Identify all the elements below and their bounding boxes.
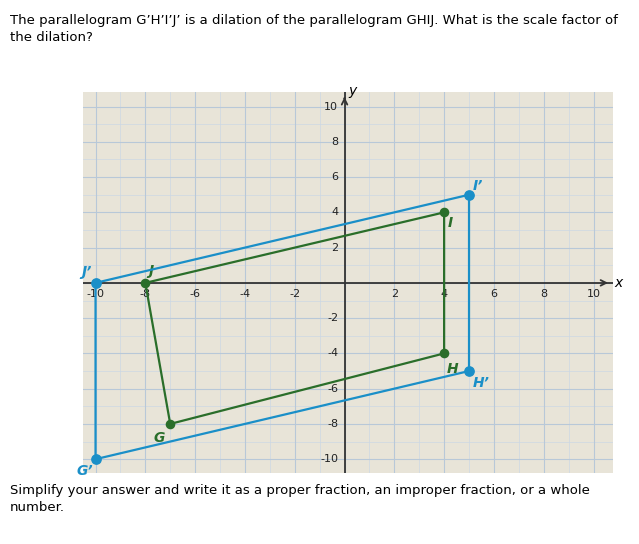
Text: 6: 6	[331, 172, 338, 182]
Text: -6: -6	[327, 384, 338, 394]
Point	[140, 279, 150, 287]
Point	[165, 419, 175, 428]
Text: I’: I’	[473, 179, 483, 193]
Text: y: y	[348, 84, 357, 98]
Text: H: H	[447, 362, 458, 376]
Point	[439, 349, 449, 358]
Text: -8: -8	[140, 289, 151, 299]
Text: G’: G’	[77, 465, 93, 479]
Text: I: I	[448, 216, 453, 230]
Text: Simplify your answer and write it as a proper fraction, an improper fraction, or: Simplify your answer and write it as a p…	[10, 484, 589, 514]
Text: -4: -4	[240, 289, 250, 299]
Point	[439, 208, 449, 217]
Text: 2: 2	[331, 243, 338, 252]
Text: The parallelogram G’H’I’J’ is a dilation of the parallelogram GHIJ. What is the : The parallelogram G’H’I’J’ is a dilation…	[10, 14, 617, 44]
Text: 8: 8	[540, 289, 547, 299]
Text: -4: -4	[327, 348, 338, 358]
Text: -10: -10	[86, 289, 105, 299]
Text: 6: 6	[490, 289, 497, 299]
Text: 10: 10	[587, 289, 601, 299]
Point	[464, 367, 474, 375]
Point	[464, 190, 474, 199]
Text: G: G	[154, 431, 166, 445]
Text: 10: 10	[325, 102, 338, 112]
Text: J: J	[148, 264, 153, 279]
Text: -6: -6	[190, 289, 201, 299]
Text: x: x	[615, 276, 623, 290]
Text: -2: -2	[327, 313, 338, 323]
Text: 4: 4	[331, 207, 338, 218]
Text: H’: H’	[473, 376, 489, 390]
Text: 8: 8	[331, 137, 338, 147]
Text: -10: -10	[320, 454, 338, 464]
Text: 2: 2	[391, 289, 398, 299]
Point	[90, 455, 100, 463]
Point	[90, 279, 100, 287]
Text: -2: -2	[289, 289, 300, 299]
Text: J’: J’	[81, 265, 92, 280]
Text: 4: 4	[440, 289, 448, 299]
Text: -8: -8	[327, 419, 338, 429]
